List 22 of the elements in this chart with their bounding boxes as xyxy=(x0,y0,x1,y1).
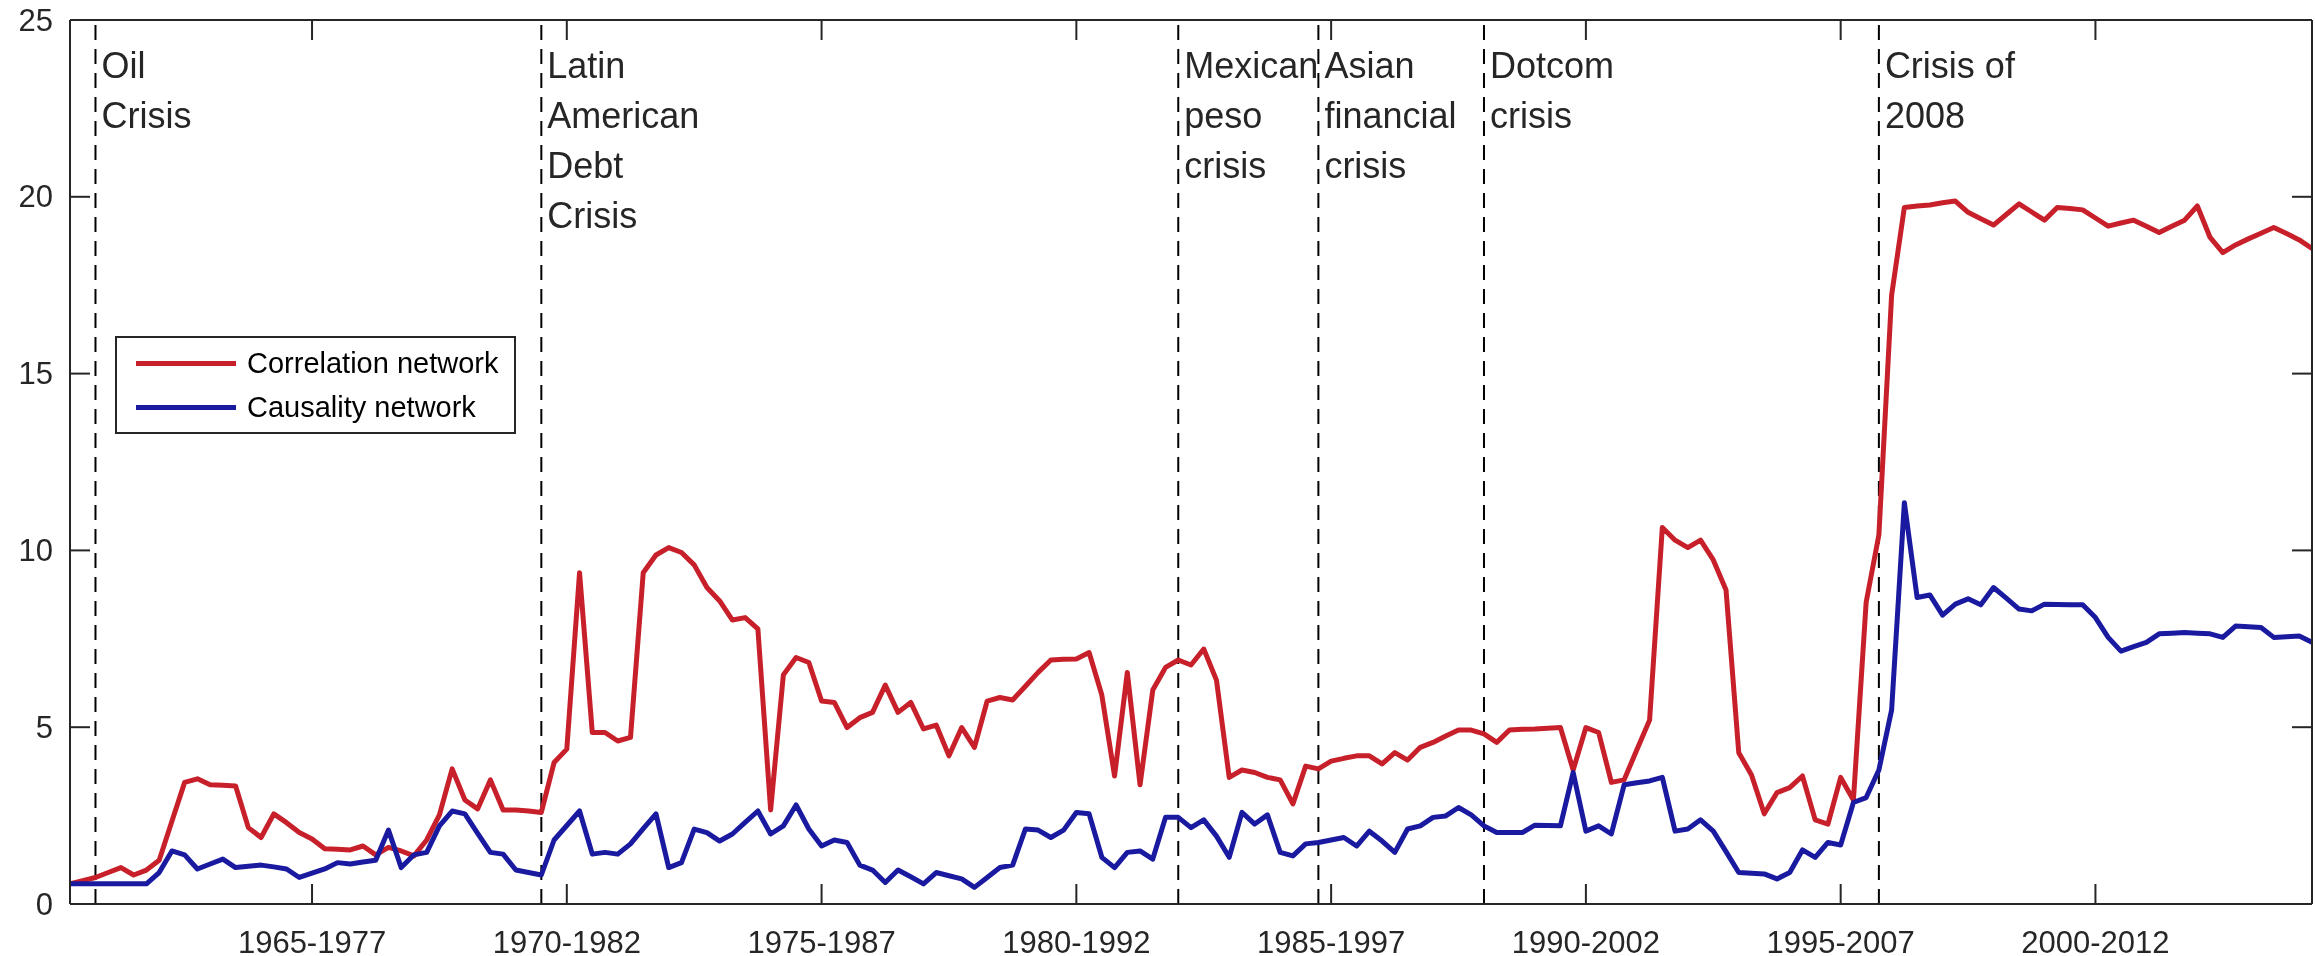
annotation: Asian financial crisis xyxy=(1324,45,1457,186)
y-tick-label: 20 xyxy=(18,179,53,215)
x-tick-label: 1980-1992 xyxy=(1002,924,1151,956)
y-tick-label: 25 xyxy=(18,2,53,38)
x-tick-label: 1970-1982 xyxy=(492,924,641,956)
y-tick-label: 0 xyxy=(35,886,53,922)
x-tick-label: 1965-1977 xyxy=(237,924,387,956)
annotation: Oil Crisis xyxy=(101,45,192,136)
annotation: Crisis of 2008 xyxy=(1884,45,2016,136)
y-tick-label: 15 xyxy=(18,356,53,392)
x-tick-label: 2000-2012 xyxy=(2021,924,2170,956)
annotation: Mexican peso crisis xyxy=(1184,45,1319,186)
x-tick-label: 1985-1997 xyxy=(1257,924,1406,956)
annotation: Dotcom crisis xyxy=(1489,45,1615,136)
x-tick-label: 1975-1987 xyxy=(747,924,896,956)
legend-label: Correlation network xyxy=(247,346,499,380)
x-tick-label: 1995-2007 xyxy=(1766,924,1915,956)
y-tick-label: 10 xyxy=(18,532,53,568)
y-tick-label: 5 xyxy=(35,709,53,745)
annotation: Latin American Debt Crisis xyxy=(547,45,700,236)
legend-label: Causality network xyxy=(247,390,476,424)
x-tick-label: 1990-2002 xyxy=(1511,924,1661,956)
